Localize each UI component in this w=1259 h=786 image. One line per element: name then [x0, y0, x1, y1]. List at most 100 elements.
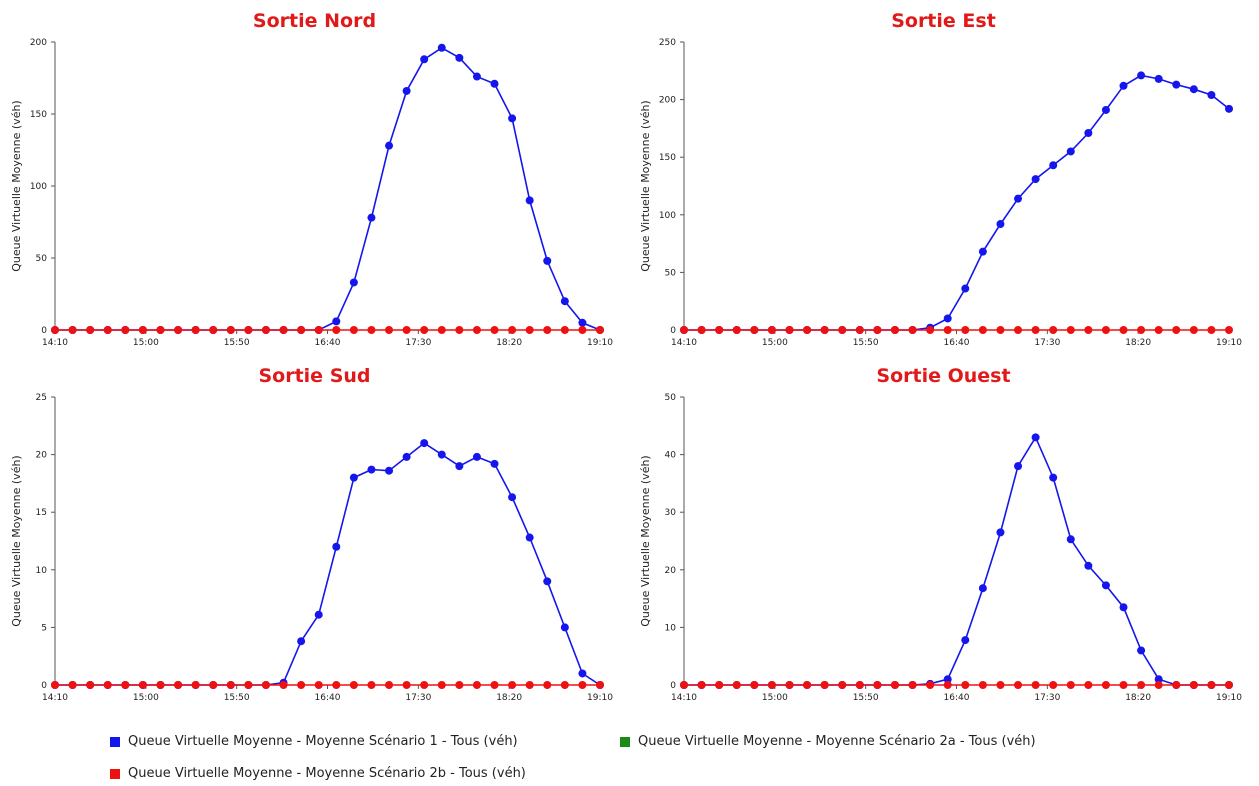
data-point-series1: [560, 297, 569, 306]
x-tick-label: 16:40: [315, 693, 341, 703]
data-point-series1: [943, 314, 952, 323]
data-point-series1: [1137, 71, 1146, 80]
data-point-series2b: [543, 326, 552, 334]
x-tick-label: 15:50: [853, 693, 879, 703]
series-line-series1: [55, 46, 601, 331]
data-point-series2b: [838, 681, 847, 689]
data-point-series2b: [803, 326, 812, 334]
data-point-series2b: [1119, 326, 1128, 334]
data-point-series2b: [1014, 326, 1023, 334]
data-point-series2b: [1084, 326, 1093, 334]
data-point-series2b: [855, 681, 864, 689]
data-point-series2b: [297, 326, 306, 334]
data-point-series2b: [578, 326, 587, 334]
data-point-series1: [508, 493, 517, 502]
y-tick-label: 10: [665, 623, 677, 633]
data-point-series2b: [926, 681, 935, 689]
data-point-series1: [385, 141, 394, 150]
x-tick-label: 18:20: [1125, 693, 1151, 703]
y-tick-label: 50: [36, 254, 48, 264]
data-point-series2b: [174, 326, 183, 334]
data-point-series1: [1154, 74, 1163, 83]
data-point-series1: [385, 466, 394, 475]
data-point-series2b: [525, 326, 534, 334]
x-tick-label: 19:10: [1216, 338, 1242, 348]
y-axis-label: Queue Virtuelle Moyenne (véh): [10, 455, 23, 626]
data-point-series1: [314, 610, 323, 619]
data-point-series2b: [209, 326, 218, 334]
line-chart: 0 50 100 150 200 250 14:10 15:00 15:50 16:40 17:30…: [639, 38, 1242, 348]
y-tick-label: 0: [670, 326, 676, 336]
data-point-series2b: [855, 326, 864, 334]
y-tick-label: 200: [659, 96, 676, 106]
data-point-series1: [437, 43, 446, 52]
data-point-series1: [1172, 80, 1181, 89]
y-axis-label: Queue Virtuelle Moyenne (véh): [639, 455, 652, 626]
data-point-series2b: [297, 681, 306, 689]
x-tick-label: 14:10: [42, 338, 68, 348]
data-point-series2b: [508, 326, 517, 334]
data-point-series1: [472, 452, 481, 461]
data-point-series1: [1049, 473, 1058, 482]
x-tick-label: 18:20: [496, 338, 522, 348]
data-point-series2b: [873, 681, 882, 689]
data-point-series1: [1225, 104, 1233, 113]
x-tick-label: 15:50: [224, 693, 250, 703]
data-point-series2b: [1084, 681, 1093, 689]
data-point-series1: [543, 577, 552, 586]
data-point-series1: [1031, 175, 1040, 184]
data-point-series2b: [437, 326, 446, 334]
chart-title: Sortie Ouest: [876, 365, 1011, 387]
data-point-series2b: [121, 681, 130, 689]
data-point-series2b: [402, 326, 411, 334]
data-point-series1: [1154, 675, 1163, 684]
x-tick-label: 17:30: [1034, 693, 1060, 703]
data-point-series2b: [996, 681, 1005, 689]
data-point-series1: [332, 317, 341, 326]
data-point-series2b: [1031, 326, 1040, 334]
data-point-series1: [1066, 147, 1075, 156]
chart-panel-sortie-est: 0 50 100 150 200 250 14:10 15:00 15:50 16:40 17:30…: [629, 0, 1258, 360]
data-point-series2b: [1137, 326, 1146, 334]
data-point-series1: [961, 636, 970, 645]
x-tick-label: 19:10: [587, 693, 613, 703]
data-point-series2b: [820, 681, 829, 689]
data-point-series2b: [314, 326, 323, 334]
data-point-series2b: [174, 681, 183, 689]
legend-label: Queue Virtuelle Moyenne - Moyenne Scénar…: [638, 734, 1036, 749]
y-tick-label: 50: [665, 393, 677, 403]
data-point-series2b: [472, 681, 481, 689]
data-point-series2b: [68, 326, 77, 334]
x-tick-label: 19:10: [1216, 693, 1242, 703]
legend-swatch: [110, 768, 120, 779]
data-point-series2b: [890, 681, 899, 689]
legend-item-scenario-1: Queue Virtuelle Moyenne - Moyenne Scénar…: [110, 734, 518, 749]
data-point-series2b: [890, 326, 899, 334]
data-point-series2b: [926, 326, 935, 334]
data-point-series1: [578, 669, 587, 678]
y-tick-label: 0: [41, 681, 47, 691]
data-point-series1: [1084, 129, 1093, 138]
x-tick-label: 15:50: [853, 338, 879, 348]
x-tick-label: 19:10: [587, 338, 613, 348]
data-point-series2b: [472, 326, 481, 334]
data-point-series2b: [803, 681, 812, 689]
data-point-series2b: [51, 681, 59, 689]
data-point-series2b: [86, 326, 95, 334]
data-point-series1: [1049, 161, 1058, 170]
data-point-series2b: [1207, 681, 1216, 689]
data-point-series2b: [697, 681, 706, 689]
y-tick-label: 250: [659, 38, 676, 48]
legend-swatch: [110, 736, 120, 747]
data-point-series2b: [820, 326, 829, 334]
data-point-series2b: [226, 681, 235, 689]
legend-swatch: [620, 736, 630, 747]
data-point-series2b: [402, 681, 411, 689]
data-point-series2b: [1172, 326, 1181, 334]
series-line-series1: [684, 435, 1229, 686]
line-chart: 0 50 100 150 200 14:10 15:00 15:50 16:40 17:30 18:…: [10, 38, 613, 348]
data-point-series1: [1119, 81, 1128, 90]
data-point-series2b: [1101, 326, 1110, 334]
data-point-series1: [1119, 603, 1128, 612]
data-point-series1: [1084, 561, 1093, 570]
